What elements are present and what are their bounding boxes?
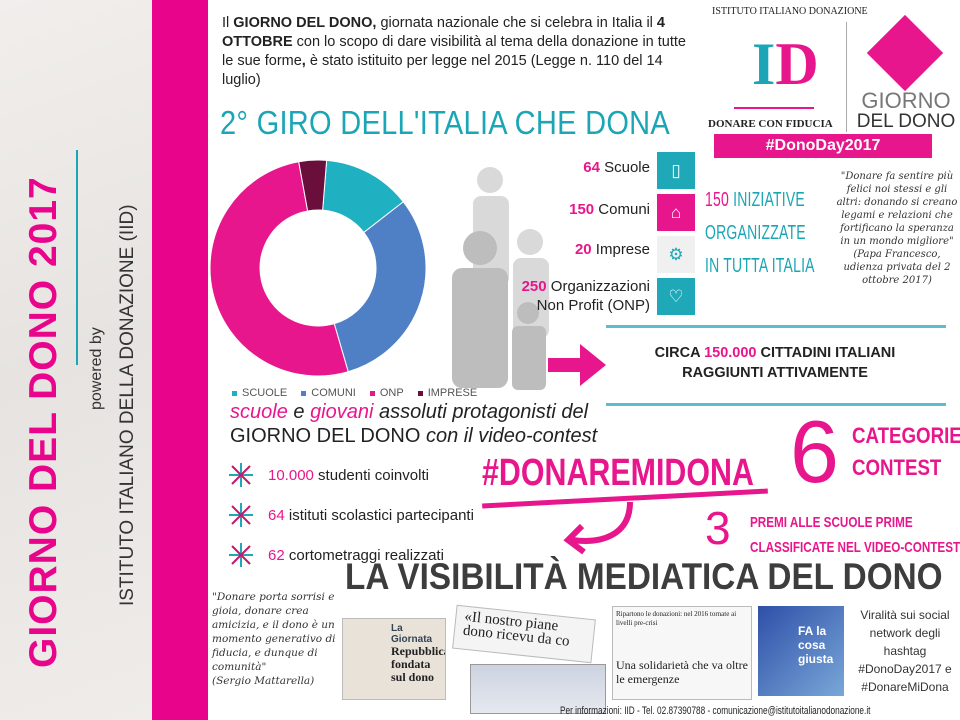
mattarella-quote: "Donare porta sorrisi e gioia, donare cr…	[212, 591, 336, 687]
contest-stat: 10.000 studenti coinvolti	[228, 462, 429, 488]
logos: ISTITUTO ITALIANO DONAZIONE ID DONARE CO…	[706, 4, 956, 158]
pink-bar	[152, 0, 208, 720]
categories-label: CATEGORIE CONTEST	[852, 423, 960, 480]
newspaper-clip: Ripartono le donazioni: nel 2016 tornate…	[612, 606, 752, 700]
divider	[606, 403, 946, 406]
asterisk-icon	[229, 463, 253, 487]
prizes-number: 3	[705, 502, 731, 554]
media-title: LA VISIBILITÀ MEDIATICA DEL DONO	[345, 556, 943, 597]
heart-icon: ♡	[657, 278, 695, 315]
legend-item: COMUNI	[301, 387, 356, 399]
contest-hashtag: #DONAREMIDONA	[482, 452, 754, 494]
town-hall-icon: ⌂	[657, 194, 695, 231]
logo-arc-text: ISTITUTO ITALIANO DONAZIONE	[712, 6, 868, 17]
logo-deldono: DEL DONO	[856, 111, 956, 132]
side-title: GIORNO DEL DONO 2017	[22, 176, 65, 668]
count-scuole: 64 Scuole	[583, 159, 650, 176]
dono-diamond-icon	[866, 14, 944, 92]
count-comuni: 150 Comuni	[569, 201, 650, 218]
donut-chart	[210, 159, 427, 377]
hashtag-banner: #DonoDay2017	[714, 134, 932, 158]
logo-rule	[734, 107, 814, 109]
contest-stat: 62 cortometraggi realizzati	[228, 542, 444, 568]
newspaper-clip: «Il nostro piane dono ricevu da co	[452, 604, 596, 664]
legend-item: SCUOLE	[232, 387, 287, 399]
curved-arrow-icon	[563, 501, 633, 555]
institute-name: ISTITUTO ITALIANO DELLA DONAZIONE (IID)	[117, 204, 138, 606]
side-banner: GIORNO DEL DONO 2017 powered by ISTITUTO…	[0, 0, 152, 720]
contest-stat: 64 istituti scolastici partecipanti	[228, 502, 474, 528]
powered-by: powered by	[88, 327, 105, 410]
legend-item: IMPRESE	[417, 387, 477, 399]
donut-slice-comuni	[333, 201, 427, 373]
tv-still-image	[470, 664, 606, 714]
arrow-right-icon	[548, 344, 606, 386]
count-non-profit: 250 Organizzazioni Non Profit (ONP)	[521, 278, 650, 314]
gears-icon: ⚙	[657, 236, 695, 273]
logo-giorno: GIORNO	[861, 88, 951, 113]
people-icon	[452, 167, 549, 390]
asterisk-icon	[229, 543, 253, 567]
logo-tagline: DONARE CON FIDUCIA	[708, 118, 833, 130]
donut-slice-imprese	[298, 159, 328, 212]
newspaper-clip: La Giornata Repubblica fondata sul dono	[342, 618, 446, 700]
headline: 2° GIRO DELL'ITALIA CHE DONA	[220, 104, 671, 141]
divider	[606, 325, 946, 328]
book-icon: ▯	[657, 152, 695, 189]
papa-quote: "Donare fa sentire più felici noi stessi…	[836, 171, 958, 286]
iniziative-text: 150 INIZIATIVE ORGANIZZATE IN TUTTA ITALIA	[705, 189, 815, 277]
legend-item: ONP	[369, 387, 404, 399]
asterisk-icon	[229, 503, 253, 527]
footer-info: Per informazioni: IID - Tel. 02.87390788…	[560, 705, 871, 717]
intro-text: Il GIORNO DEL DONO, giornata nazionale c…	[222, 15, 686, 88]
prizes-label: PREMI ALLE SCUOLE PRIME CLASSIFICATE NEL …	[750, 514, 960, 556]
tv-still-image: FA la cosa giusta	[758, 606, 844, 696]
categories-number: 6	[790, 402, 839, 501]
divider	[76, 150, 78, 365]
logo-divider	[846, 22, 847, 132]
citizens-reached: CIRCA 150.000 CITTADINI ITALIANI RAGGIUNT…	[654, 345, 896, 381]
protagonists-text: scuole e giovani assoluti protagonisti d…	[230, 401, 598, 447]
viral-text: Viralità sui social network degli hashta…	[858, 608, 952, 694]
count-imprese: 20 Imprese	[574, 241, 650, 258]
donut-slice-onp	[210, 161, 349, 377]
iid-logo: ID	[752, 31, 819, 97]
chart-legend: SCUOLE COMUNI ONP IMPRESE	[232, 387, 477, 399]
